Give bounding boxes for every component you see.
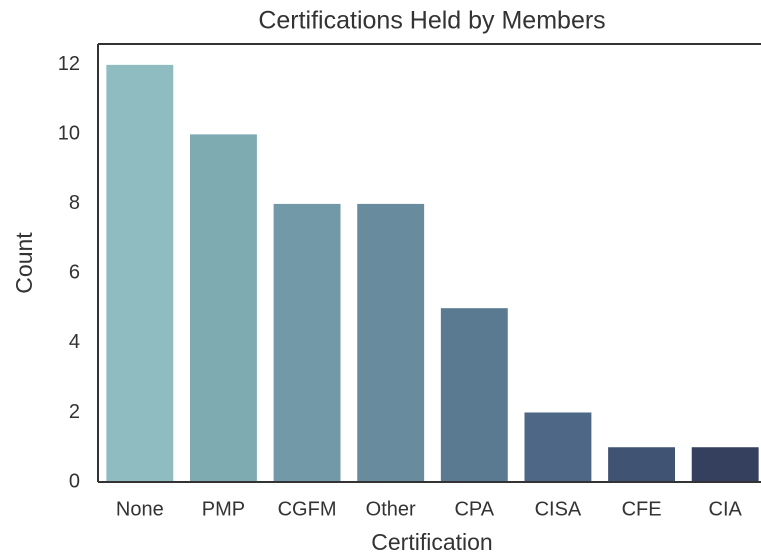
x-axis-label: Certification — [371, 529, 492, 555]
x-tick-label: None — [116, 498, 164, 520]
chart-title: Certifications Held by Members — [258, 7, 605, 35]
bar — [273, 203, 341, 482]
x-tick-label: Other — [366, 498, 416, 520]
y-tick-label: 10 — [58, 123, 80, 145]
bar — [524, 412, 592, 482]
bar — [106, 64, 174, 482]
y-tick-label: 12 — [58, 53, 80, 75]
x-tick-label: PMP — [202, 498, 245, 520]
bar — [357, 203, 425, 482]
y-tick-label: 0 — [69, 470, 80, 492]
x-tick-label: CISA — [535, 498, 582, 520]
x-tick-label: CGFM — [278, 498, 337, 520]
bar — [691, 447, 759, 482]
y-tick-label: 4 — [69, 331, 80, 353]
x-tick-label: CPA — [454, 498, 494, 520]
bar — [608, 447, 676, 482]
x-tick-label: CIA — [709, 498, 743, 520]
y-tick-label: 8 — [69, 192, 80, 214]
y-axis-label: Count — [11, 232, 37, 294]
x-tick-label: CFE — [622, 498, 662, 520]
bar — [440, 308, 508, 482]
bar — [189, 134, 257, 482]
y-tick-label: 2 — [69, 401, 80, 423]
y-tick-label: 6 — [69, 262, 80, 284]
